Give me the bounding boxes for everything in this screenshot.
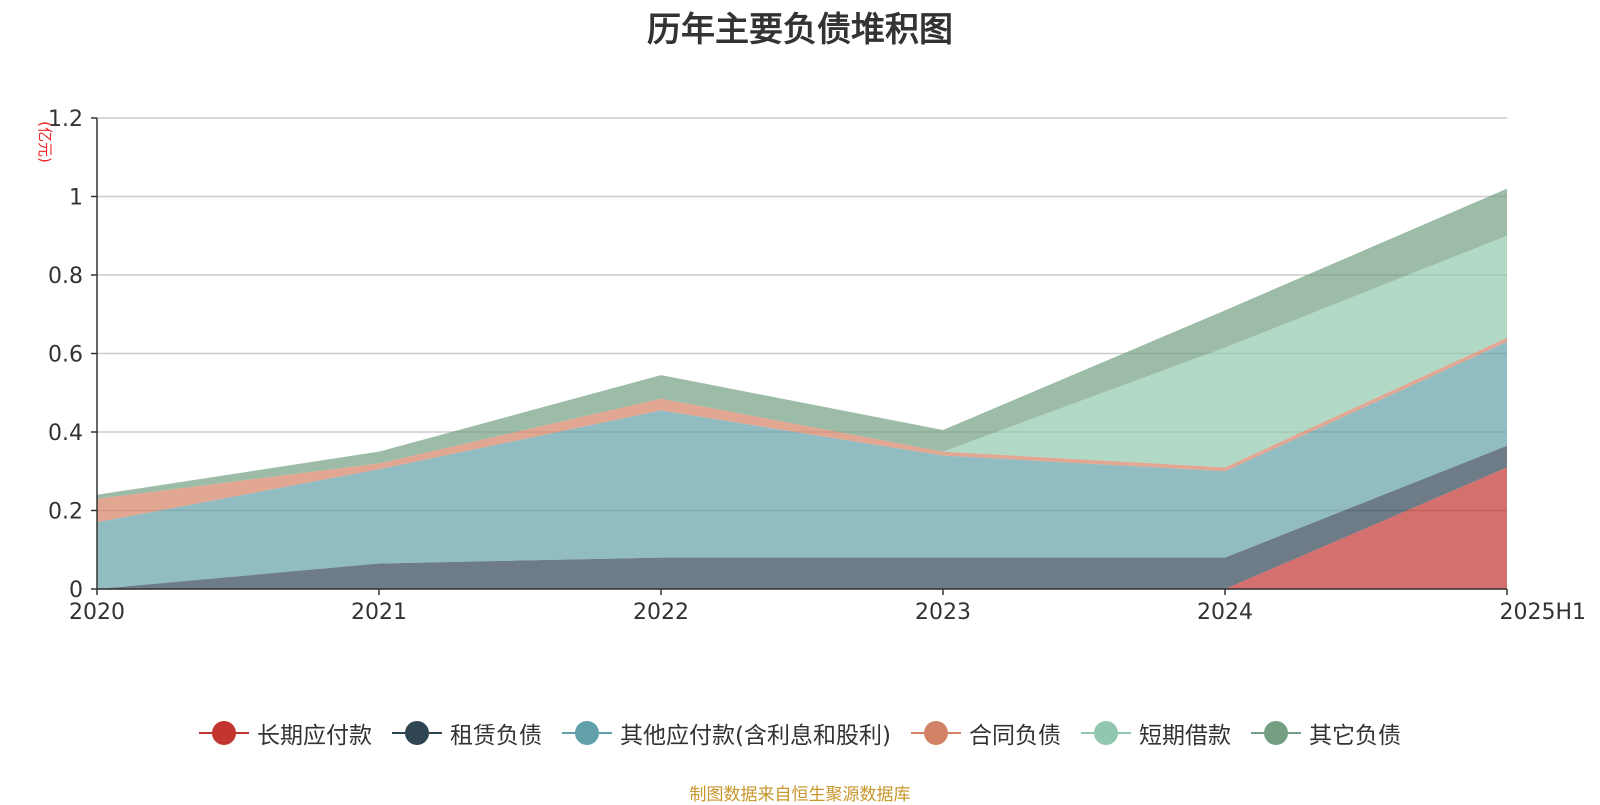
legend-label: 合同负债	[968, 723, 1061, 749]
legend-marker-icon	[910, 720, 961, 746]
x-tick-label: 2024	[1197, 600, 1253, 625]
legend-item-5[interactable]: 其它负债	[1250, 716, 1401, 750]
x-tick-label: 2025H1	[1499, 600, 1586, 625]
x-tick-label: 2023	[915, 600, 971, 625]
legend-marker-icon	[199, 720, 250, 746]
y-tick-label: 0.2	[48, 500, 83, 525]
legend-item-3[interactable]: 合同负债	[910, 716, 1061, 750]
series-area-0[interactable]	[97, 467, 1507, 589]
y-tick-label: 0	[69, 578, 83, 603]
legend-label: 短期借款	[1138, 723, 1231, 749]
legend-item-1[interactable]: 租赁负债	[392, 716, 542, 750]
legend-item-0[interactable]: 长期应付款	[199, 716, 372, 750]
source-note: 制图数据来自恒生聚源数据库	[689, 785, 911, 805]
legend-marker-icon	[1250, 720, 1301, 746]
series-area-1[interactable]	[97, 445, 1507, 589]
stacked-areas	[97, 188, 1507, 589]
x-tick-label: 2020	[69, 600, 125, 625]
y-tick-label: 0.4	[48, 421, 83, 446]
y-axis-unit-label: (亿元)	[36, 121, 54, 163]
series-area-5[interactable]	[97, 188, 1507, 499]
series-area-4[interactable]	[97, 235, 1507, 499]
x-tick-label: 2021	[351, 600, 407, 625]
legend-marker-icon	[1080, 720, 1131, 746]
legend-marker-icon	[562, 720, 613, 746]
legend-label: 其他应付款(含利息和股利)	[620, 723, 891, 749]
legend: 长期应付款 租赁负债 其他应付款(含利息和股利) 合同负债 短期借款 其它负债	[0, 716, 1600, 750]
legend-item-4[interactable]: 短期借款	[1080, 716, 1231, 750]
legend-label: 长期应付款	[257, 723, 373, 749]
y-tick-label: 1	[69, 186, 83, 211]
legend-label: 租赁负债	[450, 723, 543, 749]
y-tick-label: 1.2	[48, 107, 83, 132]
series-area-2[interactable]	[97, 341, 1507, 589]
x-tick-label: 2022	[633, 600, 689, 625]
series-area-3[interactable]	[97, 337, 1507, 523]
legend-item-2[interactable]: 其他应付款(含利息和股利)	[562, 716, 891, 750]
axes: 0 0.2 0.4 0.6 0.8 1 1.2 2020 2021 2022 2023 2024 202…	[48, 107, 1586, 625]
y-tick-label: 0.6	[48, 343, 83, 368]
legend-marker-icon	[392, 720, 443, 746]
y-tick-label: 0.8	[48, 264, 83, 289]
legend-label: 其它负债	[1308, 723, 1401, 749]
chart-title: 历年主要负债堆积图	[647, 10, 953, 50]
